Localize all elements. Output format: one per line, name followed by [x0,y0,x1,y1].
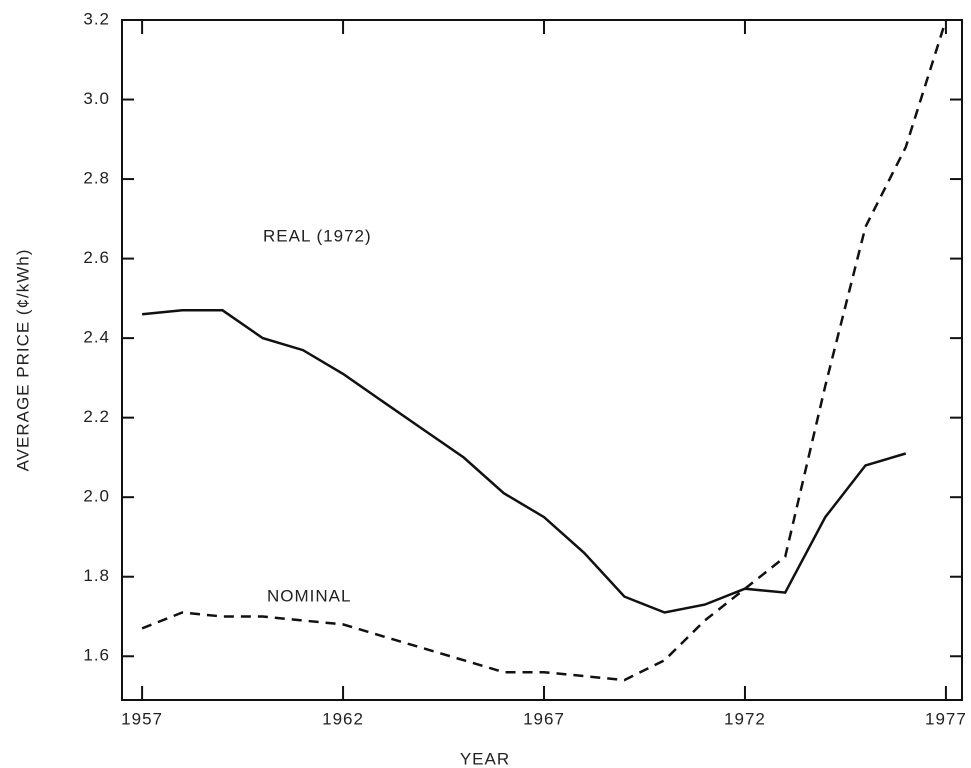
y-tick-label: 1.8 [83,566,110,585]
y-axis-label: AVERAGE PRICE (¢/kWh) [13,249,32,472]
series-line [141,309,907,614]
series-label: REAL (1972) [263,226,372,245]
series-label: NOMINAL [267,586,351,605]
x-tick-label: 1957 [121,709,163,728]
y-tick-label: 1.6 [83,646,110,665]
plot-frame [121,19,963,701]
x-axis-label: YEAR [460,749,510,768]
x-tick-label: 1962 [322,709,364,728]
y-tick-label: 2.8 [83,169,110,188]
y-tick-label: 3.2 [83,9,110,28]
y-tick-label: 2.4 [83,328,110,347]
x-tick-label: 1977 [925,709,967,728]
y-tick-label: 3.0 [83,89,110,108]
x-tick-label: 1967 [523,709,565,728]
series-line [141,19,948,682]
y-tick-label: 2.6 [83,248,110,267]
y-tick-label: 2.0 [83,487,110,506]
y-tick-label: 2.2 [83,407,110,426]
x-tick-label: 1972 [724,709,766,728]
